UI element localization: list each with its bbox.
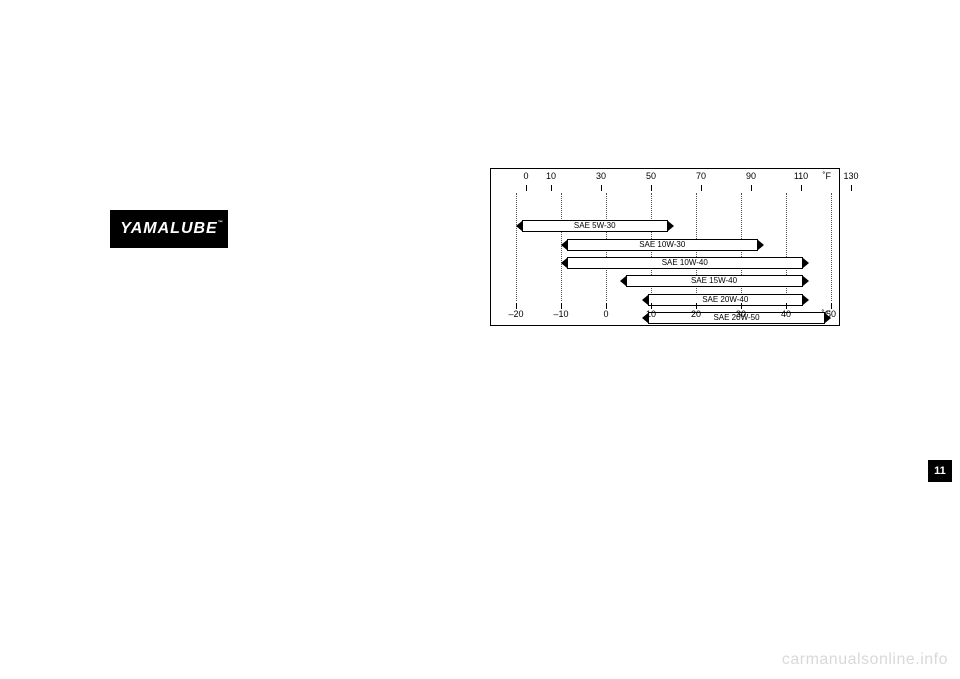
chart-top-ticks: [516, 185, 829, 191]
oil-grade-bar: SAE 15W-40: [620, 275, 809, 287]
chart-top-axis-f: ˚F 01030507090110130: [516, 171, 829, 185]
chart-bottom-axis-c: ˚C –20–1001020304050: [516, 309, 829, 323]
watermark: carmanualsonline.info: [782, 651, 948, 669]
chart-f-label: 110: [794, 171, 808, 181]
chart-f-label: 70: [696, 171, 706, 181]
chart-c-label: 50: [826, 309, 836, 319]
oil-grade-label: SAE 10W-30: [567, 239, 758, 251]
oil-grade-label: SAE 10W-40: [567, 257, 803, 269]
oil-grade-label: SAE 5W-30: [522, 220, 668, 232]
chart-f-label: 0: [523, 171, 528, 181]
chart-c-label: 30: [736, 309, 746, 319]
oil-grade-bar: SAE 5W-30: [516, 220, 674, 232]
chart-c-label: 10: [646, 309, 656, 319]
chart-c-label: 40: [781, 309, 791, 319]
chart-c-label: 0: [603, 309, 608, 319]
chart-unit-f: ˚F: [823, 171, 832, 181]
chart-c-label: 20: [691, 309, 701, 319]
chart-f-label: 50: [646, 171, 656, 181]
oil-grade-bar: SAE 10W-40: [561, 257, 809, 269]
section-number: 11: [934, 465, 946, 477]
chart-c-label: –10: [553, 309, 568, 319]
chart-f-label: 130: [843, 171, 858, 181]
yamalube-logo-text: YAMALUBE: [120, 220, 217, 238]
section-tab: 11: [928, 460, 952, 482]
chart-c-label: –20: [508, 309, 523, 319]
oil-viscosity-chart: ˚F 01030507090110130 SAE 5W-30SAE 10W-30…: [490, 168, 840, 326]
chart-f-label: 30: [596, 171, 606, 181]
chart-gridlines: SAE 5W-30SAE 10W-30SAE 10W-40SAE 15W-40S…: [516, 193, 829, 301]
chart-f-label: 90: [746, 171, 756, 181]
yamalube-logo: YAMALUBE: [110, 210, 228, 248]
chart-f-label: 10: [546, 171, 556, 181]
oil-grade-bar: SAE 10W-30: [561, 239, 764, 251]
oil-grade-label: SAE 15W-40: [626, 275, 803, 287]
